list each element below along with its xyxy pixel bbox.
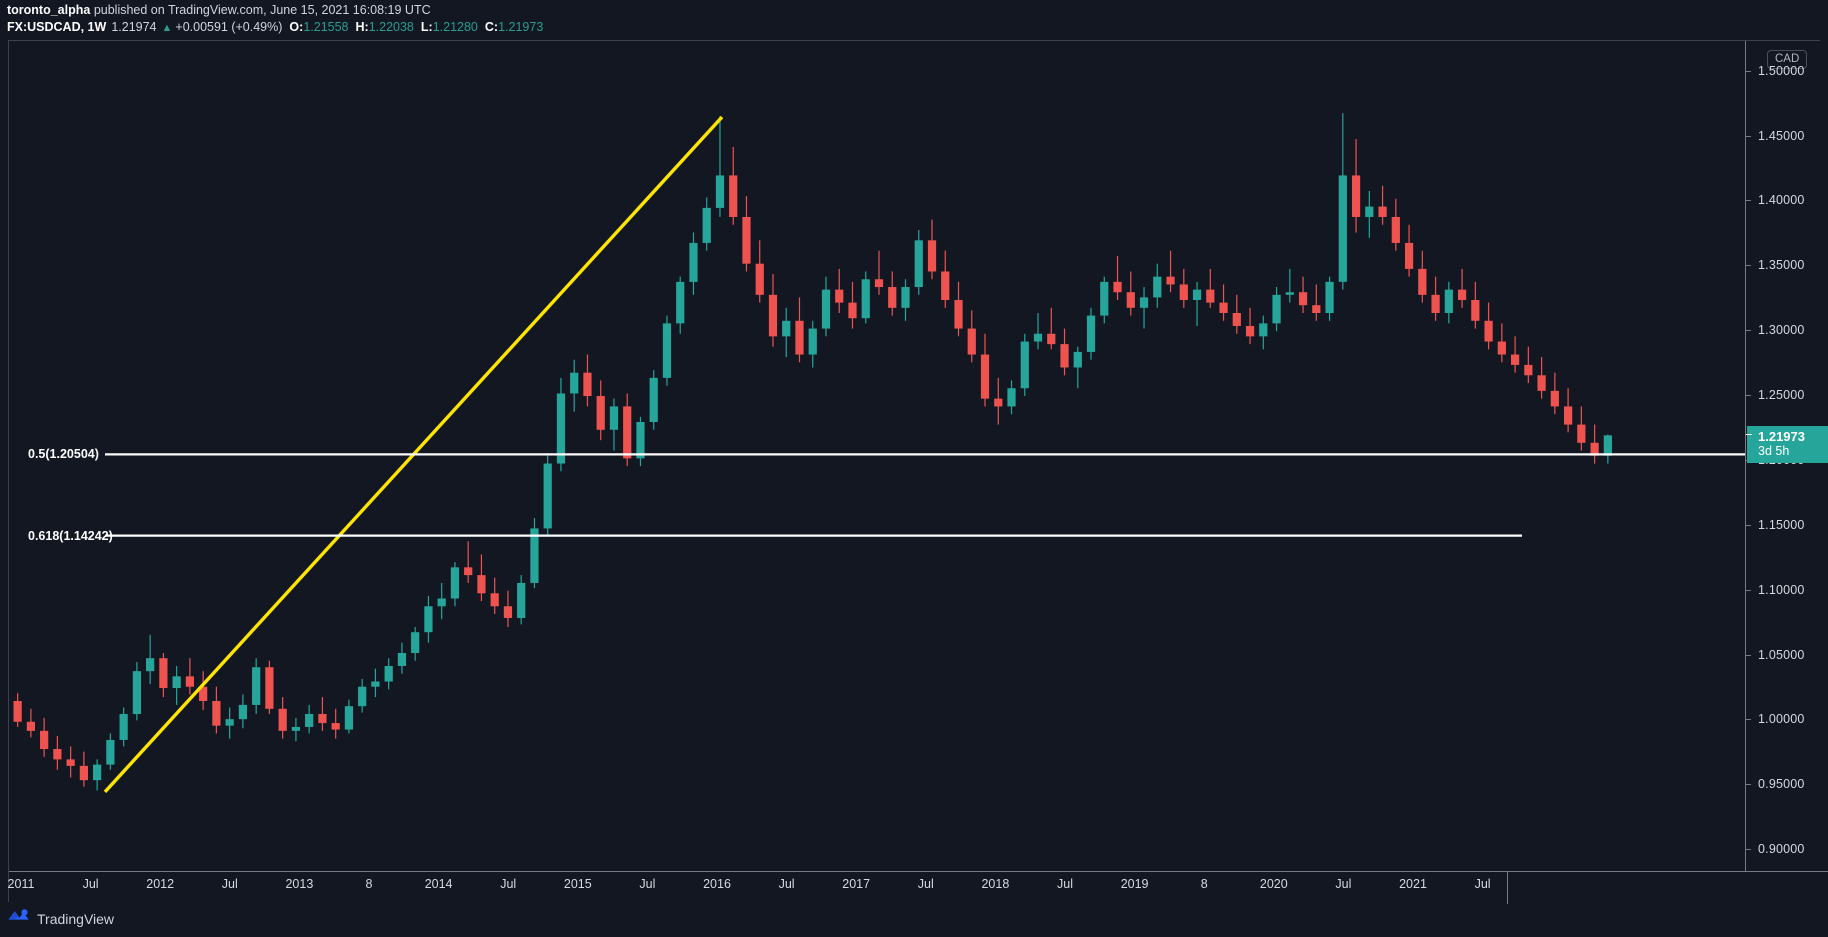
- price-tick-label: 1.45000: [1758, 128, 1805, 143]
- price-change: +0.00591 (+0.49%): [175, 20, 283, 34]
- drawings-layer[interactable]: [9, 41, 1745, 871]
- time-tick-label: 2020: [1259, 877, 1288, 891]
- low-key: L:: [420, 20, 433, 34]
- time-tick-label: Jul: [1335, 877, 1352, 891]
- tick-mark-icon: [1746, 395, 1751, 397]
- price-tick-label: 1.50000: [1758, 63, 1805, 78]
- price-tick-label: 1.25000: [1758, 388, 1805, 403]
- close-key: C:: [484, 20, 499, 34]
- tick-mark-icon: [1746, 719, 1751, 721]
- time-tick-label: 2017: [842, 877, 871, 891]
- time-tick-label: Jul: [82, 877, 99, 891]
- tick-mark-icon: [1746, 589, 1751, 591]
- currency-badge: CAD: [1767, 50, 1808, 69]
- price-tick-label: 1.30000: [1758, 323, 1805, 338]
- time-tick-label: 2013: [285, 877, 314, 891]
- price-tick-label: 1.10000: [1758, 582, 1805, 597]
- publish-line: toronto_alpha published on TradingView.c…: [7, 3, 1828, 18]
- price-tick-label: 0.90000: [1758, 842, 1805, 857]
- last-price-tick-icon: [1746, 434, 1752, 436]
- price-plot-area[interactable]: [9, 41, 1745, 871]
- high-key: H:: [355, 20, 369, 34]
- time-tick-label: 2021: [1399, 877, 1427, 891]
- open-key: O:: [289, 20, 304, 34]
- time-tick-label: Jul: [221, 877, 238, 891]
- open-value: 1.21558: [303, 20, 349, 34]
- price-tick-label: 0.95000: [1758, 777, 1805, 792]
- tick-mark-icon: [1746, 330, 1751, 332]
- publish-meta: published on TradingView.com, June 15, 2…: [90, 3, 431, 17]
- price-tick-label: 1.15000: [1758, 517, 1805, 532]
- time-tick-label: 2015: [563, 877, 592, 891]
- last-price-badge: 1.21973 3d 5h: [1746, 426, 1828, 464]
- time-tick-label: 8: [365, 877, 373, 891]
- author-name: toronto_alpha: [7, 3, 91, 17]
- time-tick-label: 2011: [7, 877, 35, 891]
- last-price-badge-value: 1.21973: [1758, 429, 1805, 445]
- symbol-label[interactable]: FX:USDCAD, 1W: [7, 20, 107, 34]
- tick-mark-icon: [1746, 524, 1751, 526]
- time-tick-label: Jul: [778, 877, 795, 891]
- tick-mark-icon: [1746, 265, 1751, 267]
- price-tick-label: 1.00000: [1758, 712, 1805, 727]
- tradingview-logo-icon: [8, 907, 30, 930]
- time-tick-label: 2018: [981, 877, 1010, 891]
- fib-level-label-0-618[interactable]: 0.618(1.14242): [28, 528, 113, 543]
- tick-mark-icon: [1746, 654, 1751, 656]
- price-tick-label: 1.40000: [1758, 193, 1805, 208]
- price-axis[interactable]: CAD 1.50000 1.45000 1.40000 1.35000 1.30000 1…: [1745, 41, 1828, 871]
- time-tick-label: 2016: [703, 877, 731, 891]
- symbol-legend: FX:USDCAD, 1W 1.21974 ▲ +0.00591 (+0.49%) O:…: [7, 19, 1828, 36]
- low-value: 1.21280: [432, 20, 478, 34]
- countdown-timer: 3d 5h: [1758, 444, 1790, 459]
- time-tick-label: Jul: [917, 877, 934, 891]
- price-tick-label: 1.05000: [1758, 647, 1805, 662]
- time-tick-label: Jul: [639, 877, 656, 891]
- price-tick-label: 1.35000: [1758, 258, 1805, 273]
- time-tick-label: Jul: [1474, 877, 1491, 891]
- time-tick-label: Jul: [1057, 877, 1073, 891]
- high-value: 1.22038: [368, 20, 414, 34]
- last-price: 1.21974: [111, 20, 157, 34]
- time-tick-label: 2019: [1120, 877, 1149, 891]
- time-tick-label: 8: [1200, 877, 1208, 891]
- time-tick-label: 2014: [424, 877, 453, 891]
- tradingview-brand-text: TradingView: [37, 910, 115, 927]
- tradingview-watermark[interactable]: TradingView: [8, 907, 114, 930]
- time-axis-separator: [1506, 872, 1508, 904]
- tick-mark-icon: [1746, 784, 1751, 786]
- tick-mark-icon: [1746, 849, 1751, 851]
- tick-mark-icon: [1746, 135, 1751, 137]
- chart-header: toronto_alpha published on TradingView.c…: [0, 0, 1828, 40]
- close-value: 1.21973: [498, 20, 544, 34]
- tick-mark-icon: [1746, 70, 1751, 72]
- chart-pane-border: [8, 40, 1820, 902]
- fib-level-label-0-5[interactable]: 0.5(1.20504): [28, 447, 99, 462]
- tick-mark-icon: [1746, 200, 1751, 202]
- time-tick-label: 2012: [146, 877, 175, 891]
- up-triangle-icon: ▲: [161, 22, 173, 34]
- candlestick-series: [13, 113, 1612, 791]
- time-axis[interactable]: 2011 Jul 2012 Jul 2013 8 2014 Jul 2015 Jul 2016 Jul…: [7, 871, 1828, 904]
- time-tick-label: Jul: [500, 877, 517, 891]
